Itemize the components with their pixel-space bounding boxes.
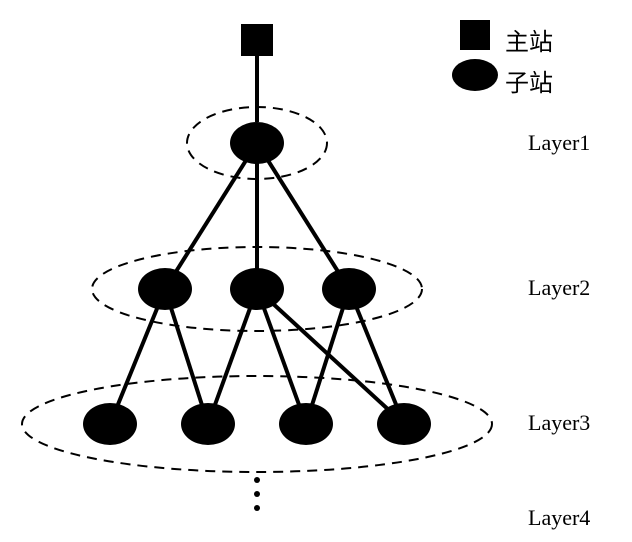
sub-node-n2c <box>322 268 376 310</box>
edge-n2b-n3d <box>257 289 404 424</box>
layer3-label: Layer3 <box>528 410 590 436</box>
sub-node-n3d <box>377 403 431 445</box>
continuation-dot <box>254 491 260 497</box>
sub-node-n1 <box>230 122 284 164</box>
legend-master-label: 主站 <box>505 22 553 57</box>
diagram-stage: 主站 子站 Layer1 Layer2 Layer3 Layer4 <box>0 0 632 542</box>
edge-n1-n2c <box>257 143 349 289</box>
edge-n2b-n3b <box>208 289 257 424</box>
sub-node-n2a <box>138 268 192 310</box>
sub-node-n2b <box>230 268 284 310</box>
sub-node-n3a <box>83 403 137 445</box>
master-node <box>241 24 273 56</box>
legend-sub-icon <box>452 59 498 91</box>
layer2-label: Layer2 <box>528 275 590 301</box>
edge-n1-n2a <box>165 143 257 289</box>
legend-master-icon <box>460 20 490 50</box>
sub-node-n3b <box>181 403 235 445</box>
edge-n2c-n3d <box>349 289 404 424</box>
sub-node-n3c <box>279 403 333 445</box>
layer1-label: Layer1 <box>528 130 590 156</box>
continuation-dot <box>254 505 260 511</box>
legend-sub-label: 子站 <box>505 63 553 98</box>
edge-n2a-n3a <box>110 289 165 424</box>
layer4-label: Layer4 <box>528 505 590 531</box>
continuation-dot <box>254 477 260 483</box>
